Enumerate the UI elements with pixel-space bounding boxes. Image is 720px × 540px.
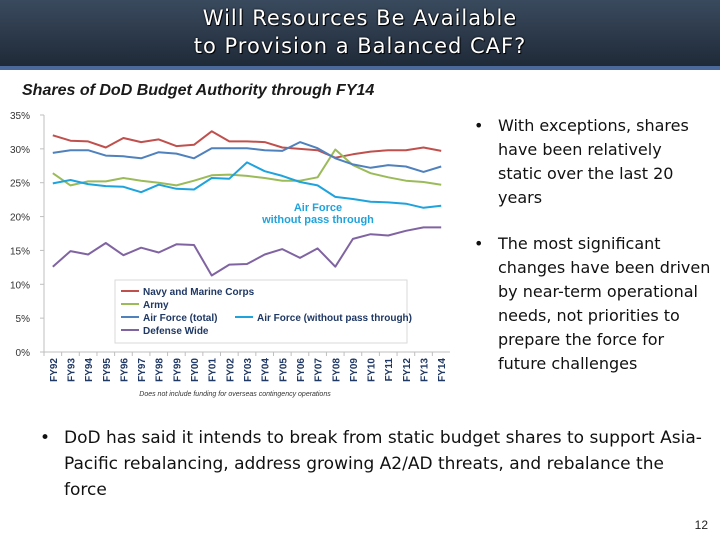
x-tick-label: FY00	[190, 358, 201, 382]
series-line	[52, 161, 442, 209]
bullet-icon: •	[474, 234, 484, 253]
legend-label: Air Force (total)	[143, 313, 217, 324]
x-tick-label: FY96	[119, 358, 130, 382]
x-tick-label: FY14	[437, 358, 448, 382]
x-tick-label: FY10	[367, 358, 378, 382]
x-tick-label: FY09	[349, 358, 360, 382]
y-tick-label: 10%	[10, 280, 30, 291]
chart-annotation: without pass through	[261, 214, 374, 226]
bullet-icon: •	[474, 116, 484, 135]
page-number: 12	[694, 518, 708, 532]
bullet-text: With exceptions, shares have been relati…	[498, 116, 689, 207]
series-line	[52, 141, 442, 173]
x-tick-label: FY98	[155, 358, 166, 382]
x-tick-label: FY07	[314, 358, 325, 382]
bullet-icon: •	[40, 428, 51, 448]
slide-header: Will Resources Be Available to Provision…	[0, 0, 720, 66]
slide-title-line1: Will Resources Be Available	[202, 6, 518, 30]
x-tick-label: FY12	[402, 358, 413, 382]
legend-label: Defense Wide	[143, 326, 209, 337]
y-tick-label: 25%	[10, 179, 30, 190]
x-tick-label: FY93	[66, 358, 77, 382]
y-tick-label: 35%	[10, 111, 30, 122]
x-tick-label: FY92	[49, 358, 60, 382]
x-tick-label: FY95	[102, 358, 113, 382]
legend-box	[114, 279, 408, 344]
y-tick-label: 20%	[10, 213, 30, 224]
chart-title: Shares of DoD Budget Authority through F…	[22, 82, 375, 99]
series-line	[52, 130, 442, 159]
x-tick-label: FY03	[243, 358, 254, 382]
x-tick-label: FY94	[84, 358, 95, 382]
x-tick-label: FY02	[225, 358, 236, 382]
chart-footnote: Does not include funding for overseas co…	[139, 391, 331, 398]
slide-title-line2: to Provision a Balanced CAF?	[193, 34, 527, 58]
y-tick-label: 30%	[10, 145, 30, 156]
header-divider	[0, 66, 720, 70]
series-line	[52, 226, 442, 277]
bullet-item: • DoD has said it intends to break from …	[40, 425, 704, 503]
bullet-item: • The most significant changes have been…	[474, 232, 714, 376]
bullet-text: The most significant changes have been d…	[498, 234, 711, 373]
line-chart: 0% 5% 10% 15% 20% 25% 30% 35% FY92 FY93 FY94 FY95 FY…	[10, 111, 450, 398]
bullet-item: • With exceptions, shares have been rela…	[474, 114, 710, 210]
x-tick-label: FY01	[208, 358, 219, 382]
legend-label: Navy and Marine Corps	[143, 287, 255, 298]
y-tick-label: 0%	[16, 348, 31, 359]
x-tick-label: FY08	[331, 358, 342, 382]
chart-annotation: Air Force	[294, 202, 342, 214]
bullet-text: DoD has said it intends to break from st…	[64, 428, 702, 500]
legend-label: Air Force (without pass through)	[257, 313, 412, 324]
x-tick-label: FY13	[420, 358, 431, 382]
y-tick-label: 15%	[10, 246, 30, 257]
x-tick-label: FY99	[172, 358, 183, 382]
x-tick-label: FY97	[137, 358, 148, 382]
x-tick-label: FY06	[296, 358, 307, 382]
legend-label: Army	[143, 300, 169, 311]
series-line	[52, 148, 442, 187]
x-tick-label: FY04	[261, 358, 272, 382]
x-tick-label: FY11	[384, 358, 395, 382]
x-tick-label: FY05	[278, 358, 289, 382]
y-tick-label: 5%	[16, 314, 31, 325]
